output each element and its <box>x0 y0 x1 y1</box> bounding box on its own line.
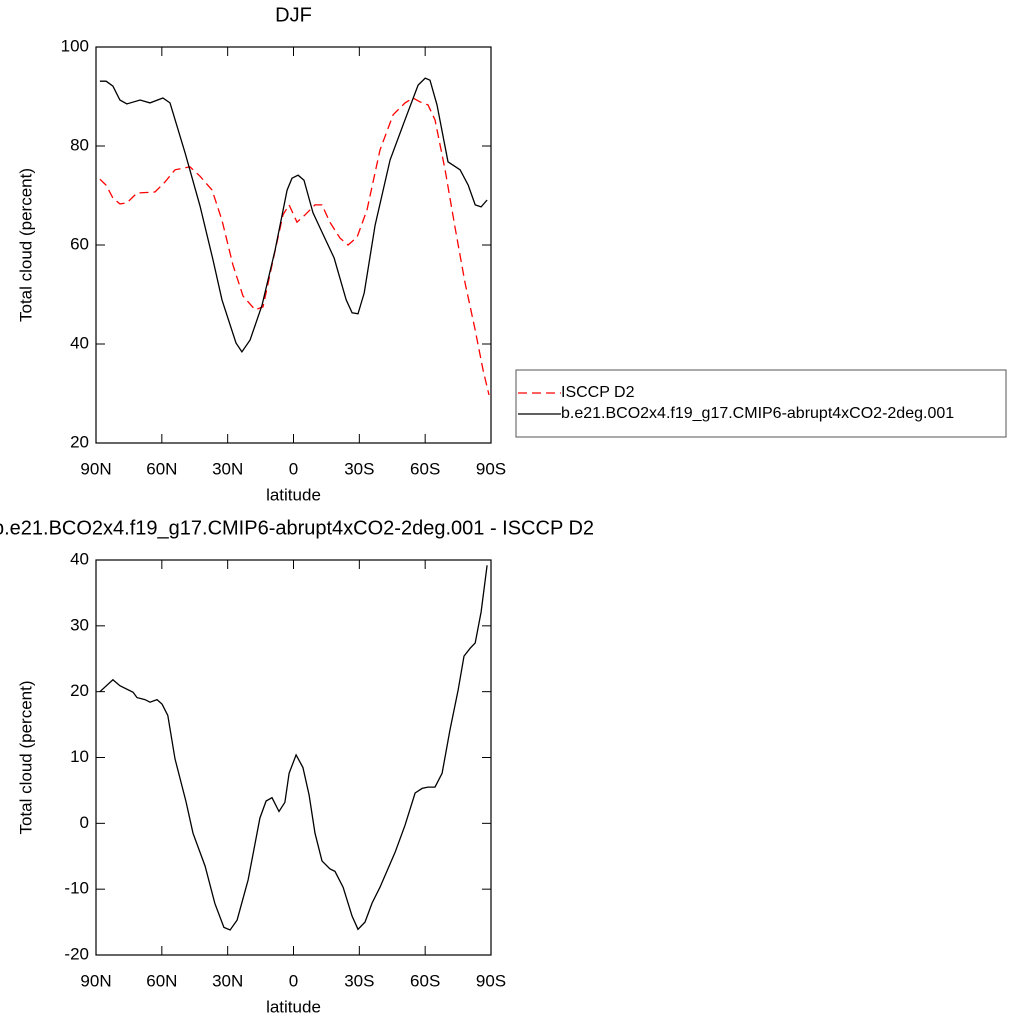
y-tick-label: 20 <box>70 432 89 451</box>
x-tick-label: 30S <box>344 459 374 478</box>
x-tick-label: 30N <box>212 971 243 990</box>
y-tick-label: 20 <box>70 681 89 700</box>
x-tick-label: 90N <box>80 459 111 478</box>
y-axis-label: Total cloud (percent) <box>16 168 35 322</box>
y-tick-label: 30 <box>70 615 89 634</box>
chart-title: DJF <box>275 4 312 26</box>
y-tick-label: -10 <box>64 879 89 898</box>
legend-label: ISCCP D2 <box>561 384 635 401</box>
y-tick-label: 40 <box>70 549 89 568</box>
data-line <box>99 77 488 354</box>
y-tick-label: -20 <box>64 944 89 963</box>
y-tick-label: 80 <box>70 135 89 154</box>
x-tick-label: 90N <box>80 971 111 990</box>
x-tick-label: 0 <box>289 971 298 990</box>
x-tick-label: 60S <box>410 459 440 478</box>
x-tick-label: 60S <box>410 971 440 990</box>
x-tick-label: 60N <box>146 971 177 990</box>
x-tick-label: 60N <box>146 459 177 478</box>
chart-title: b.e21.BCO2x4.f19_g17.CMIP6-abrupt4xCO2-2… <box>0 517 594 539</box>
y-tick-label: 100 <box>61 36 89 55</box>
x-tick-label: 30N <box>212 459 243 478</box>
y-axis-label: Total cloud (percent) <box>16 680 35 834</box>
y-tick-label: 60 <box>70 234 89 253</box>
x-tick-label: 90S <box>476 971 506 990</box>
x-tick-label: 30S <box>344 971 374 990</box>
x-tick-label: 0 <box>289 459 298 478</box>
y-tick-label: 0 <box>80 813 89 832</box>
legend-box <box>515 369 1007 438</box>
y-tick-label: 10 <box>70 747 89 766</box>
y-tick-label: 40 <box>70 333 89 352</box>
x-axis-label: latitude <box>266 485 321 504</box>
plot-frame <box>95 559 492 956</box>
x-axis-label: latitude <box>266 997 321 1016</box>
plot-frame <box>95 46 492 444</box>
legend-label: b.e21.BCO2x4.f19_g17.CMIP6-abrupt4xCO2-2… <box>561 405 954 422</box>
data-line <box>99 97 490 396</box>
x-tick-label: 90S <box>476 459 506 478</box>
data-line <box>99 565 488 931</box>
